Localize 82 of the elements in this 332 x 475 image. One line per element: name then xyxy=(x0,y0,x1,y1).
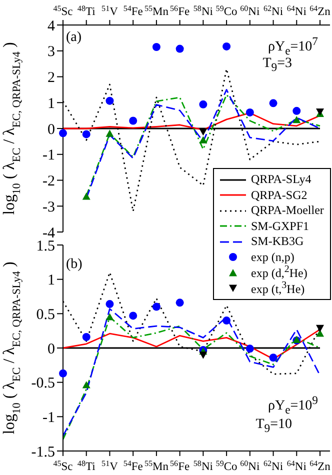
x-tick-label: $^{54}$Fe xyxy=(123,4,143,18)
point xyxy=(129,312,138,320)
point xyxy=(59,129,67,138)
point xyxy=(292,106,301,115)
x-tick-label: $^{55}$Mn xyxy=(144,458,169,473)
point xyxy=(106,96,114,105)
x-tick-label: $^{54}$Fe xyxy=(123,458,143,473)
annotation: (a) xyxy=(66,30,82,46)
x-tick-label: $^{59}$Co xyxy=(216,4,238,18)
legend-label: exp (n,p) xyxy=(251,250,294,265)
point xyxy=(199,128,208,136)
point xyxy=(222,316,231,325)
point xyxy=(106,313,114,320)
annotation: (b) xyxy=(66,257,82,273)
x-tick-label: $^{48}$Ti xyxy=(77,4,96,18)
legend-label: QRPA-SG2 xyxy=(251,188,308,203)
legend-label: SM-GXPF1 xyxy=(251,218,310,234)
annotation: T$_{9}$=10 xyxy=(256,417,292,437)
y-tick-label: 2 xyxy=(48,70,55,86)
point xyxy=(176,44,184,53)
x-tick-label: $^{51}$V xyxy=(102,4,119,18)
x-tick-label: $^{64}$Zn xyxy=(310,4,331,18)
x-tick-label: $^{58}$Ni xyxy=(193,458,213,473)
legend-label: QRPA-Moeller xyxy=(251,203,324,218)
y-tick-label: -0.5 xyxy=(31,376,55,392)
x-tick-label: $^{45}$Sc xyxy=(53,4,73,18)
x-tick-label: $^{59}$Co xyxy=(216,458,238,473)
point xyxy=(106,300,114,308)
point xyxy=(59,369,67,378)
y-tick-label: -1 xyxy=(42,148,55,164)
point xyxy=(199,352,208,359)
legend-label: QRPA-SLy4 xyxy=(251,172,312,188)
point xyxy=(222,42,231,50)
point xyxy=(82,130,90,138)
x-tick-label: $^{64}$Ni xyxy=(286,4,306,18)
point xyxy=(82,192,90,200)
point xyxy=(82,333,90,342)
y-tick-label: 0 xyxy=(48,122,55,138)
point xyxy=(246,344,254,353)
point xyxy=(316,324,324,332)
point xyxy=(199,100,208,108)
point xyxy=(316,330,324,337)
legend-label: SM-KB3G xyxy=(251,234,304,250)
annotation: T$_{9}$=3 xyxy=(262,56,292,76)
x-tick-label: $^{62}$Ni xyxy=(264,4,284,18)
x-tick-label: $^{56}$Fe xyxy=(170,4,190,18)
legend-label: exp (t,$^{3}$He) xyxy=(251,280,305,297)
y-tick-label: 1 xyxy=(48,96,55,112)
point xyxy=(176,298,184,307)
x-tick-label: $^{45}$Sc xyxy=(53,458,73,473)
point xyxy=(269,99,278,108)
point xyxy=(199,136,208,144)
point xyxy=(246,108,254,116)
y-tick-label: 0.5 xyxy=(36,306,55,323)
y-tick-label: 3 xyxy=(48,44,55,60)
x-tick-label: $^{56}$Fe xyxy=(170,458,190,473)
x-tick-label: $^{62}$Ni xyxy=(264,458,284,473)
y-tick-label: -3 xyxy=(42,199,55,216)
y-tick-label: 4 xyxy=(48,18,56,34)
x-tick-label: $^{60}$Ni xyxy=(240,458,260,473)
annotation: ρY$_{e}$=10$^{7}$ xyxy=(268,35,318,58)
legend-label: exp (d,$^{2}$He) xyxy=(251,264,308,281)
x-tick-label: $^{58}$Ni xyxy=(193,4,213,18)
x-tick-label: $^{60}$Ni xyxy=(240,4,260,18)
y-tick-label: -1 xyxy=(42,410,55,426)
y-tick-label: 0 xyxy=(48,341,55,358)
point xyxy=(292,116,301,124)
x-tick-label: $^{64}$Zn xyxy=(310,458,331,473)
point xyxy=(269,354,278,362)
point xyxy=(152,302,160,311)
x-tick-label: $^{48}$Ti xyxy=(77,458,96,473)
point xyxy=(152,42,160,51)
point xyxy=(129,116,138,125)
x-tick-label: $^{51}$V xyxy=(102,458,119,473)
y-tick-label: -2 xyxy=(42,174,55,190)
x-tick-label: $^{64}$Ni xyxy=(286,458,306,473)
annotation: ρY$_{e}$=10$^{9}$ xyxy=(268,393,318,418)
point xyxy=(106,130,114,137)
y-tick-label: -1.5 xyxy=(31,444,55,460)
x-tick-label: $^{55}$Mn xyxy=(144,4,169,18)
point xyxy=(82,381,90,388)
y-tick-label: 1 xyxy=(48,272,55,289)
